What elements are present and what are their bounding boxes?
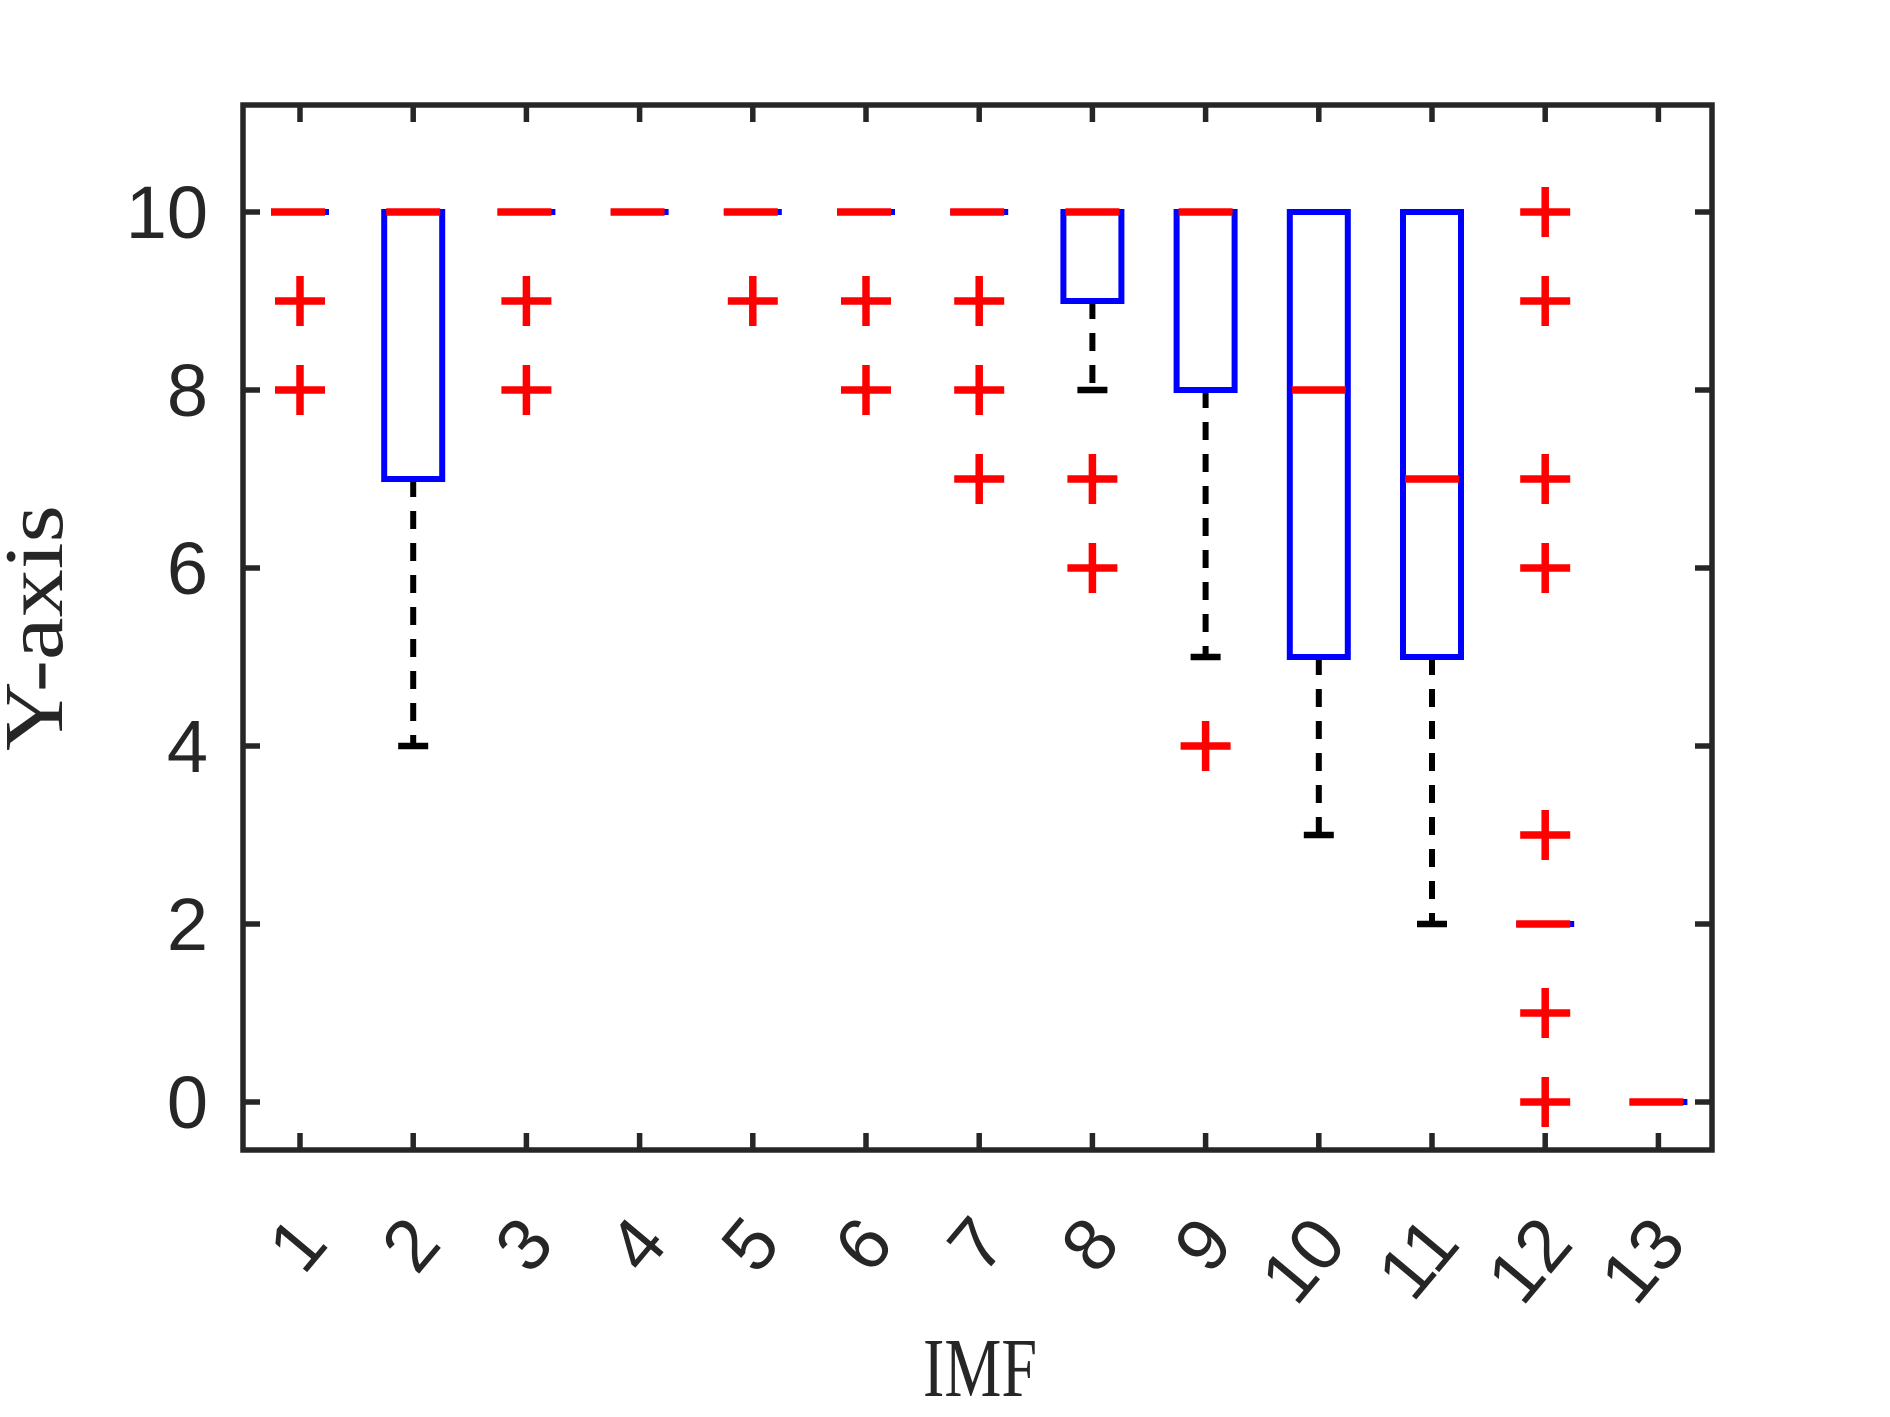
x-tick-label: 9 bbox=[1158, 1202, 1248, 1287]
outlier-12-at-3 bbox=[1520, 810, 1571, 860]
plot-area-border bbox=[240, 102, 1715, 1153]
outlier-7-at-9 bbox=[954, 276, 1005, 326]
y-axis-title: Y-axis bbox=[0, 505, 81, 751]
x-tick-label: 10 bbox=[1245, 1202, 1361, 1318]
outlier-12-at-7 bbox=[1520, 454, 1571, 504]
outlier-9-at-4 bbox=[1180, 721, 1231, 771]
x-tick-label: 1 bbox=[252, 1202, 342, 1287]
box-group-2 bbox=[381, 208, 446, 750]
outlier-6-at-8 bbox=[841, 365, 891, 415]
box-group-9 bbox=[1173, 208, 1238, 771]
outlier-12-at-9 bbox=[1520, 276, 1571, 326]
box-series bbox=[271, 187, 1688, 1127]
iqr-box-9 bbox=[1173, 209, 1238, 393]
x-tick-label: 8 bbox=[1045, 1202, 1135, 1287]
outlier-5-at-9 bbox=[727, 276, 778, 326]
outlier-12-at-6 bbox=[1520, 543, 1571, 593]
box-group-1 bbox=[271, 208, 329, 415]
outlier-8-at-6 bbox=[1067, 543, 1118, 593]
y-tick-label: 0 bbox=[167, 1061, 208, 1144]
outlier-6-at-9 bbox=[841, 276, 891, 326]
x-axis-title: IMF bbox=[923, 1322, 1037, 1415]
box-group-11 bbox=[1400, 209, 1464, 928]
x-tick-label: 12 bbox=[1471, 1202, 1587, 1318]
box-group-3 bbox=[497, 208, 556, 415]
axis-ticks bbox=[243, 105, 1712, 1150]
y-tick-label: 10 bbox=[126, 171, 208, 254]
iqr-box-2 bbox=[381, 209, 446, 482]
x-tick-label: 6 bbox=[818, 1202, 908, 1287]
outlier-12-at-10 bbox=[1520, 187, 1571, 237]
outlier-12-at-0 bbox=[1520, 1077, 1571, 1127]
iqr-box-8 bbox=[1060, 209, 1125, 304]
box-group-5 bbox=[723, 208, 782, 326]
outlier-12-at-1 bbox=[1520, 988, 1571, 1038]
box-group-6 bbox=[837, 208, 895, 415]
outlier-7-at-7 bbox=[954, 454, 1005, 504]
x-tick-label: 2 bbox=[365, 1202, 455, 1287]
box-group-8 bbox=[1060, 208, 1125, 593]
y-tick-label: 4 bbox=[167, 705, 208, 788]
outlier-7-at-8 bbox=[954, 365, 1005, 415]
box-group-10 bbox=[1286, 209, 1351, 839]
outlier-3-at-9 bbox=[501, 276, 552, 326]
iqr-box-11 bbox=[1400, 209, 1464, 660]
box-group-7 bbox=[950, 208, 1009, 504]
x-tick-label: 5 bbox=[705, 1202, 795, 1287]
y-tick-label: 2 bbox=[167, 883, 208, 966]
y-tick-label: 8 bbox=[167, 349, 208, 432]
x-tick-label: 11 bbox=[1361, 1202, 1474, 1314]
outlier-8-at-7 bbox=[1067, 454, 1118, 504]
x-tick-label: 7 bbox=[931, 1202, 1021, 1287]
iqr-box-10 bbox=[1286, 209, 1351, 660]
y-tick-label: 6 bbox=[167, 527, 208, 610]
outlier-1-at-9 bbox=[275, 276, 325, 326]
box-group-12 bbox=[1516, 187, 1575, 1127]
x-tick-label: 4 bbox=[592, 1202, 682, 1287]
x-tick-label: 13 bbox=[1584, 1202, 1700, 1318]
x-tick-label: 3 bbox=[479, 1202, 569, 1287]
outlier-3-at-8 bbox=[501, 365, 552, 415]
outlier-1-at-8 bbox=[275, 365, 325, 415]
